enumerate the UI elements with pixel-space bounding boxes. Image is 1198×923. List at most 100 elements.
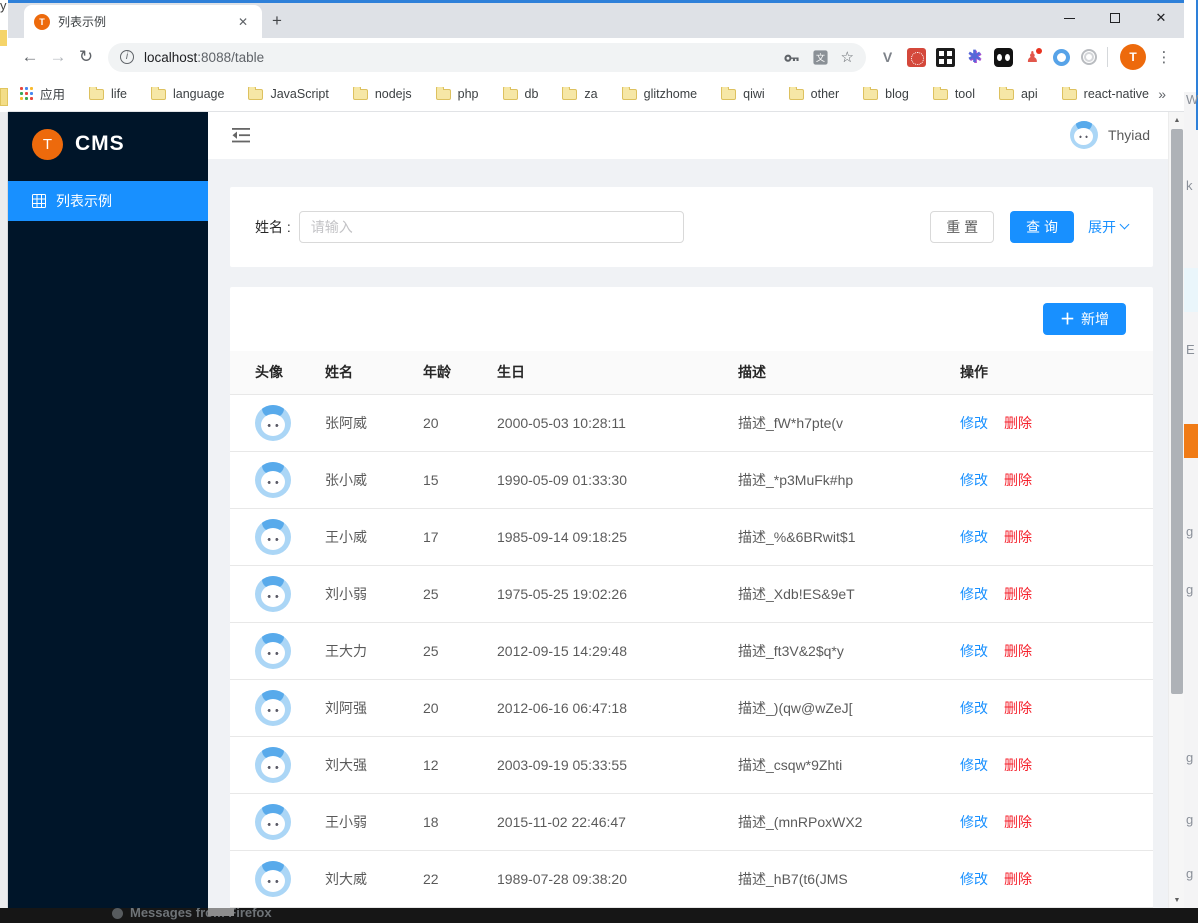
- table-row: 王大力 25 2012-09-15 14:29:48 描述_ft3V&2$q*y…: [230, 622, 1153, 680]
- table-row: 张阿威 20 2000-05-03 10:28:11 描述_fW*h7pte(v…: [230, 394, 1153, 452]
- notification-icon: [112, 908, 123, 919]
- delete-link[interactable]: 删除: [1004, 871, 1032, 887]
- name-input[interactable]: [298, 210, 684, 243]
- forward-button[interactable]: →: [49, 47, 67, 66]
- blue-ring-icon[interactable]: [1052, 48, 1071, 67]
- bookmark-folder[interactable]: react-native: [1061, 86, 1149, 101]
- asterisk-icon[interactable]: ✱: [967, 47, 982, 66]
- svg-text:文: 文: [815, 52, 824, 63]
- apps-shortcut[interactable]: 应用: [20, 84, 65, 103]
- maximize-button[interactable]: [1092, 3, 1138, 33]
- translate-icon[interactable]: 文: [812, 49, 829, 66]
- bookmark-folder[interactable]: language: [151, 86, 224, 101]
- spiral-icon[interactable]: [1081, 49, 1097, 65]
- edit-link[interactable]: 修改: [960, 814, 988, 830]
- delete-link[interactable]: 删除: [1004, 472, 1032, 488]
- table-panel: ＋新增 头像 姓名 年龄 生日 描述 操作: [230, 286, 1153, 908]
- edit-link[interactable]: 修改: [960, 757, 988, 773]
- bookmark-folder[interactable]: JavaScript: [248, 86, 329, 101]
- col-age: 年龄: [423, 350, 497, 395]
- address-bar[interactable]: i localhost:8088/table 文 ☆: [108, 42, 866, 72]
- background-panel: [1184, 0, 1198, 92]
- background-chip: [208, 908, 234, 916]
- bookmark-folder[interactable]: za: [562, 86, 598, 101]
- minimize-button[interactable]: [1046, 3, 1092, 33]
- password-key-icon[interactable]: [783, 49, 800, 66]
- bookmark-folder[interactable]: nodejs: [352, 86, 412, 101]
- background-taskbar-strip: Messages from Firefox: [0, 908, 1198, 923]
- bookmark-label: nodejs: [374, 86, 412, 101]
- query-button[interactable]: 查 询: [1010, 210, 1074, 243]
- edit-link[interactable]: 修改: [960, 643, 988, 659]
- cell-name: 王小弱: [325, 793, 423, 851]
- edit-link[interactable]: 修改: [960, 415, 988, 431]
- vue-devtools-icon[interactable]: V: [882, 49, 893, 65]
- name-field-label: 姓名 :: [255, 218, 291, 235]
- bookmark-folder[interactable]: qiwi: [721, 86, 765, 101]
- edit-link[interactable]: 修改: [960, 700, 988, 716]
- delete-link[interactable]: 删除: [1004, 529, 1032, 545]
- bookmark-folder[interactable]: blog: [863, 86, 909, 101]
- delete-link[interactable]: 删除: [1004, 757, 1032, 773]
- user-menu[interactable]: Thyiad: [1069, 121, 1150, 150]
- tab-favicon-icon: T: [34, 13, 50, 30]
- edit-link[interactable]: 修改: [960, 529, 988, 545]
- reset-button[interactable]: 重 置: [930, 210, 995, 243]
- background-letter: g: [1186, 524, 1194, 539]
- profile-avatar[interactable]: T: [1120, 44, 1146, 70]
- page-viewport: T CMS 列表示例 Thyiad 姓名 :: [8, 112, 1184, 908]
- page-scrollbar[interactable]: ▲ ▼: [1168, 112, 1184, 908]
- col-avatar: 头像: [230, 350, 325, 395]
- bookmark-folder[interactable]: php: [435, 86, 479, 101]
- red-helper-icon[interactable]: [907, 47, 926, 67]
- dark-octo-icon[interactable]: [994, 47, 1013, 67]
- reload-button[interactable]: ↻: [78, 47, 94, 66]
- back-button[interactable]: ←: [21, 47, 39, 66]
- menu-fold-icon[interactable]: [232, 127, 250, 143]
- new-tab-button[interactable]: +: [272, 11, 282, 30]
- scroll-down-icon[interactable]: ▼: [1173, 896, 1181, 904]
- expand-link[interactable]: 展开: [1088, 217, 1130, 237]
- folder-icon: [502, 86, 518, 100]
- cell-birthday: 1975-05-25 19:02:26: [497, 565, 738, 623]
- delete-link[interactable]: 删除: [1004, 814, 1032, 830]
- bookmark-label: glitzhome: [643, 86, 698, 101]
- scroll-up-icon[interactable]: ▲: [1173, 116, 1181, 124]
- cell-description: 描述_Xdb!ES&9eT: [738, 565, 960, 623]
- row-avatar-icon: [255, 519, 291, 555]
- tab-close-icon[interactable]: ✕: [237, 14, 248, 29]
- bookmarks-bar: 应用 life language JavaScript nodejs php d…: [8, 76, 1184, 112]
- qr-code-icon[interactable]: [936, 47, 955, 67]
- cell-name: 张小威: [325, 451, 423, 509]
- bookmark-folder[interactable]: other: [788, 86, 839, 101]
- delete-link[interactable]: 删除: [1004, 586, 1032, 602]
- bookmark-folder[interactable]: api: [998, 86, 1038, 101]
- bookmark-folder[interactable]: glitzhome: [621, 86, 698, 101]
- delete-link[interactable]: 删除: [1004, 415, 1032, 431]
- add-button[interactable]: ＋新增: [1042, 302, 1126, 335]
- browser-menu-icon[interactable]: ⋮: [1156, 49, 1172, 66]
- bookmark-folder[interactable]: life: [89, 86, 127, 101]
- bookmark-label: blog: [885, 86, 909, 101]
- page-info-icon[interactable]: i: [120, 50, 134, 64]
- maximize-icon: [1110, 13, 1120, 23]
- share-person-icon[interactable]: ♟: [1023, 47, 1042, 67]
- close-button[interactable]: ✕: [1155, 10, 1167, 25]
- bookmark-star-icon[interactable]: ☆: [840, 49, 854, 66]
- background-letter: E: [1186, 342, 1195, 357]
- cell-birthday: 2000-05-03 10:28:11: [497, 394, 738, 452]
- cell-age: 12: [423, 736, 497, 794]
- folder-icon: [151, 86, 166, 100]
- delete-link[interactable]: 删除: [1004, 700, 1032, 716]
- scrollbar-thumb[interactable]: [1171, 129, 1183, 694]
- background-band: [1184, 268, 1198, 312]
- bookmarks-overflow-icon[interactable]: »: [1158, 85, 1166, 102]
- edit-link[interactable]: 修改: [960, 586, 988, 602]
- bookmark-folder[interactable]: db: [502, 86, 538, 101]
- bookmark-folder[interactable]: tool: [932, 86, 975, 101]
- delete-link[interactable]: 删除: [1004, 643, 1032, 659]
- sidebar-item-table-demo[interactable]: 列表示例: [8, 181, 208, 221]
- edit-link[interactable]: 修改: [960, 472, 988, 488]
- browser-tab[interactable]: T 列表示例 ✕: [24, 5, 262, 38]
- edit-link[interactable]: 修改: [960, 871, 988, 887]
